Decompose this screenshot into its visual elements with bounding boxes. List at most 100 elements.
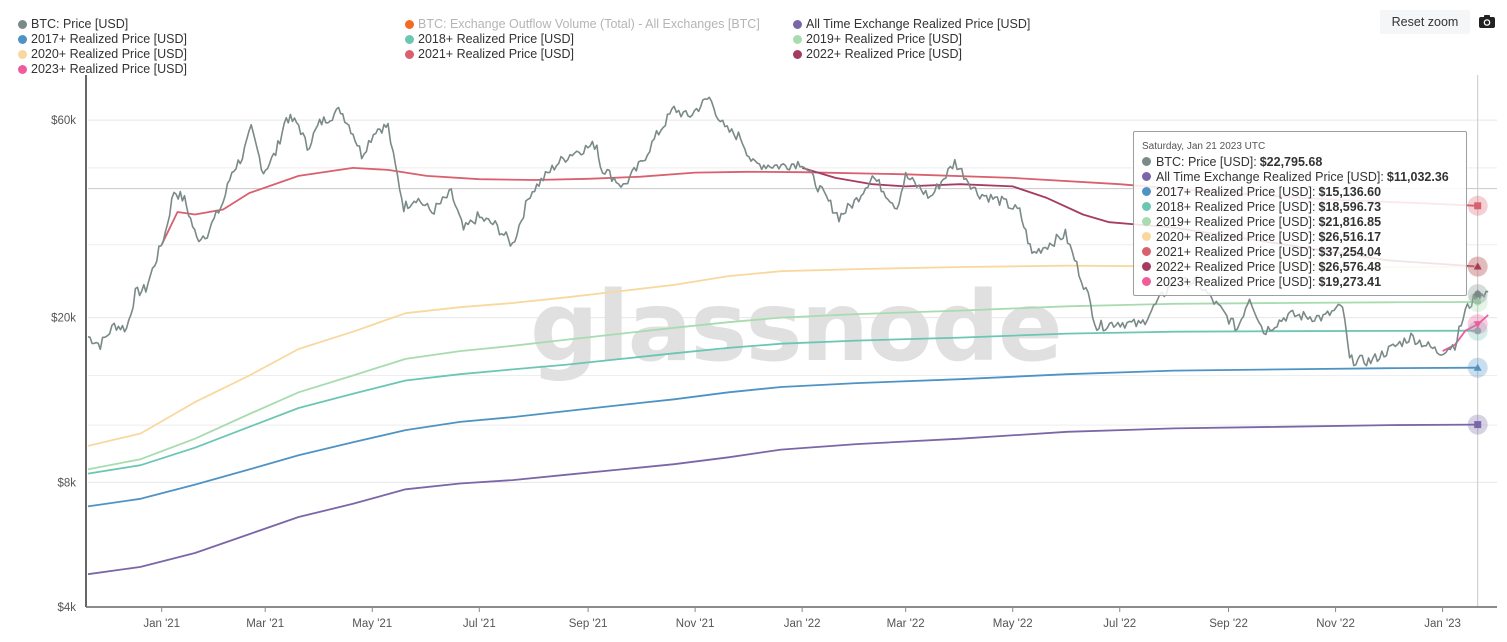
tooltip-row: 2023+ Realized Price [USD]: $19,273.41: [1142, 274, 1458, 289]
hover-marker-2: [1467, 320, 1488, 341]
tooltip-rows: BTC: Price [USD]: $22,795.68 All Time Exch…: [1142, 154, 1458, 289]
x-tick-label: Sep '21: [569, 618, 608, 630]
tooltip-row: BTC: Price [USD]: $22,795.68: [1142, 154, 1458, 169]
series-line-2: [87, 329, 1478, 475]
tooltip-marker-icon: [1142, 277, 1151, 286]
legend-label: BTC: Price [USD]: [31, 17, 129, 31]
hover-marker-0: [1467, 414, 1488, 435]
legend-item[interactable]: 2022+ Realized Price [USD]: [793, 47, 962, 61]
legend-marker-icon: [405, 19, 414, 29]
tooltip-row: 2019+ Realized Price [USD]: $21,816.85: [1142, 214, 1458, 229]
tooltip-label: 2018+ Realized Price [USD]:: [1156, 199, 1316, 214]
tooltip-value: $26,576.48: [1318, 259, 1382, 274]
tooltip-row: 2022+ Realized Price [USD]: $26,576.48: [1142, 259, 1458, 274]
tooltip-marker-icon: [1142, 172, 1151, 181]
legend-item[interactable]: 2017+ Realized Price [USD]: [18, 32, 187, 46]
series-line-3: [87, 301, 1478, 471]
hover-marker-1: [1467, 357, 1488, 378]
legend-label: 2023+ Realized Price [USD]: [31, 62, 187, 76]
tooltip-marker-icon: [1142, 247, 1151, 256]
legend-marker-icon: [18, 64, 27, 74]
x-tick-label: Sep '22: [1209, 618, 1248, 630]
legend-label: 2022+ Realized Price [USD]: [806, 47, 962, 61]
series-layer: [87, 96, 1489, 576]
series-line-0: [87, 423, 1478, 576]
y-tick-label: $8k: [57, 477, 76, 489]
tooltip-row: 2018+ Realized Price [USD]: $18,596.73: [1142, 199, 1458, 214]
marker-square: [1474, 421, 1482, 429]
legend-label: 2021+ Realized Price [USD]: [418, 47, 574, 61]
tooltip-row: All Time Exchange Realized Price [USD]: $…: [1142, 169, 1458, 184]
marker-triangle: [1473, 363, 1482, 371]
tooltip-row: 2020+ Realized Price [USD]: $26,516.17: [1142, 229, 1458, 244]
legend-label: 2020+ Realized Price [USD]: [31, 47, 187, 61]
hover-marker-7: [1467, 314, 1488, 335]
tooltip-label: 2021+ Realized Price [USD]:: [1156, 244, 1316, 259]
tooltip-date: Saturday, Jan 21 2023 UTC: [1142, 141, 1266, 152]
tooltip-label: 2019+ Realized Price [USD]:: [1156, 214, 1316, 229]
tooltip: Saturday, Jan 21 2023 UTC BTC: Price [US…: [1133, 131, 1467, 296]
marker-circle: [1474, 298, 1482, 306]
legend-item[interactable]: 2023+ Realized Price [USD]: [18, 62, 187, 76]
x-tick-label: May '22: [993, 618, 1033, 630]
legend-item[interactable]: BTC: Price [USD]: [18, 17, 128, 31]
marker-triangle-down: [1473, 321, 1482, 329]
tooltip-value: $18,596.73: [1318, 199, 1382, 214]
tooltip-value: $21,816.85: [1318, 214, 1382, 229]
legend-item[interactable]: All Time Exchange Realized Price [USD]: [793, 17, 1030, 31]
x-tick-label: Mar '21: [246, 618, 284, 630]
camera-icon[interactable]: [1478, 12, 1496, 30]
tooltip-marker-icon: [1142, 202, 1151, 211]
legend-marker-icon: [405, 49, 414, 59]
x-tick-label: Jul '22: [1103, 618, 1136, 630]
tooltip-label: 2023+ Realized Price [USD]:: [1156, 274, 1316, 289]
legend-label: 2017+ Realized Price [USD]: [31, 32, 187, 46]
legend-label: All Time Exchange Realized Price [USD]: [806, 17, 1031, 31]
x-tick-label: Jan '21: [143, 618, 180, 630]
legend-marker-icon: [793, 49, 802, 59]
tooltip-row: 2017+ Realized Price [USD]: $15,136.60: [1142, 184, 1458, 199]
tooltip-marker-icon: [1142, 232, 1151, 241]
tooltip-row: 2021+ Realized Price [USD]: $37,254.04: [1142, 244, 1458, 259]
series-line-1: [87, 366, 1478, 508]
tooltip-marker-icon: [1142, 262, 1151, 271]
x-tick-label: Jul '21: [463, 618, 496, 630]
tooltip-marker-icon: [1142, 217, 1151, 226]
tooltip-label: 2022+ Realized Price [USD]:: [1156, 259, 1316, 274]
x-tick-label: Mar '22: [887, 618, 925, 630]
marker-triangle: [1473, 262, 1482, 270]
hover-marker-6: [1467, 256, 1488, 277]
hover-marker-5: [1467, 195, 1488, 216]
series-line-8: [87, 96, 1489, 367]
tooltip-value: $19,273.41: [1318, 274, 1382, 289]
legend-marker-icon: [405, 34, 414, 44]
legend-marker-icon: [18, 49, 27, 59]
y-tick-label: $20k: [51, 313, 76, 325]
tooltip-marker-icon: [1142, 157, 1151, 166]
legend-item[interactable]: 2021+ Realized Price [USD]: [405, 47, 574, 61]
glassnode-watermark: glassnode: [530, 271, 1061, 383]
legend-item[interactable]: 2019+ Realized Price [USD]: [793, 32, 962, 46]
hover-marker-3: [1467, 292, 1488, 313]
tooltip-value: $26,516.17: [1318, 229, 1382, 244]
legend-item[interactable]: BTC: Exchange Outflow Volume (Total) - A…: [405, 17, 760, 31]
x-tick-label: Jan '23: [1424, 618, 1461, 630]
y-tick-label: $60k: [51, 115, 76, 127]
x-tick-label: May '21: [352, 618, 392, 630]
legend-item[interactable]: 2020+ Realized Price [USD]: [18, 47, 187, 61]
tooltip-label: 2017+ Realized Price [USD]:: [1156, 184, 1316, 199]
tooltip-label: 2020+ Realized Price [USD]:: [1156, 229, 1316, 244]
y-tick-label: $4k: [57, 602, 76, 614]
legend-marker-icon: [793, 34, 802, 44]
legend-marker-icon: [793, 19, 802, 29]
legend-label: 2019+ Realized Price [USD]: [806, 32, 962, 46]
legend-item[interactable]: 2018+ Realized Price [USD]: [405, 32, 574, 46]
hover-marker-8: [1467, 284, 1488, 305]
legend-marker-icon: [18, 34, 27, 44]
marker-circle: [1474, 327, 1482, 335]
tooltip-label: BTC: Price [USD]:: [1156, 154, 1257, 169]
reset-zoom-button[interactable]: Reset zoom: [1380, 10, 1470, 34]
x-tick-label: Jan '22: [784, 618, 821, 630]
